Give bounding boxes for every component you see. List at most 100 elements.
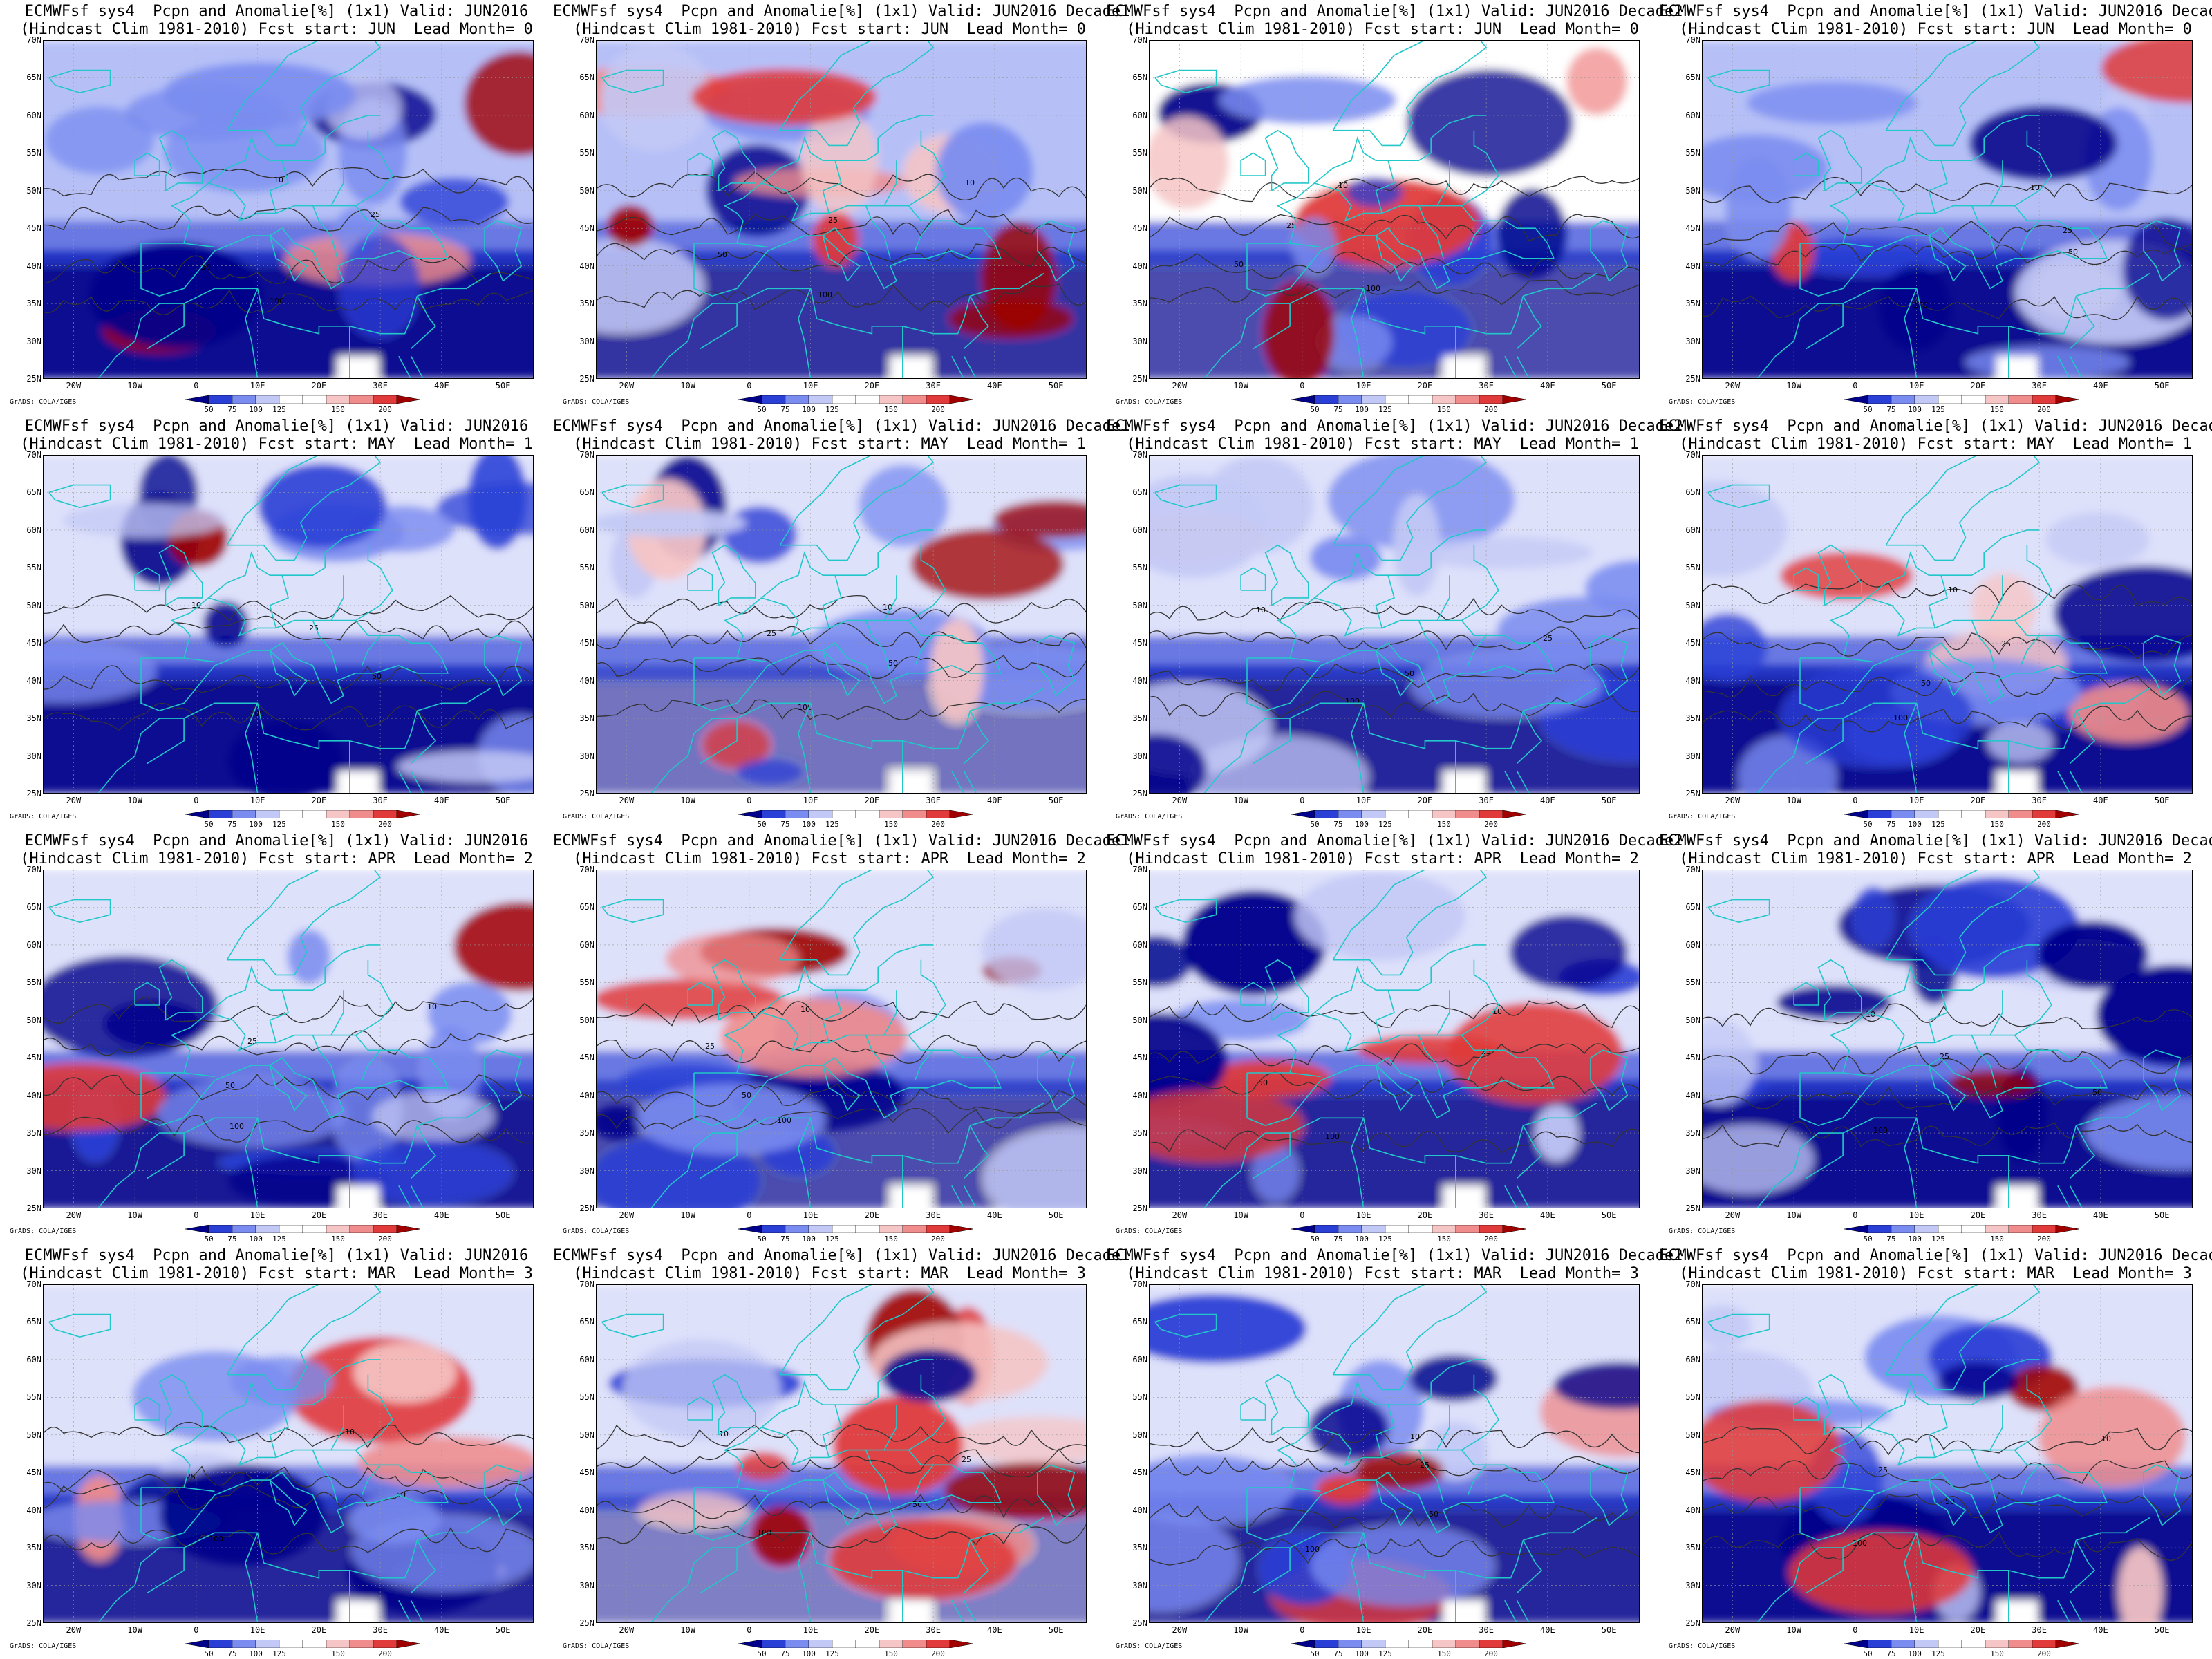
colorbar-swatch (1479, 395, 1503, 404)
coastline (48, 1313, 111, 1338)
map-panel: ECMWFsf sys4 Pcpn and Anomalie[%] (1x1) … (0, 0, 553, 415)
longitude-label: 50E (1048, 1210, 1064, 1220)
longitude-label: 30E (2032, 381, 2047, 391)
anomaly-region (1149, 116, 1229, 209)
latitude-label: 55N (579, 148, 594, 158)
coastline (1246, 1464, 1555, 1541)
coastline (1817, 959, 1862, 1021)
coastline (355, 1035, 381, 1051)
colorbar-tick-label: 150 (331, 1649, 345, 1658)
anomaly-region (1205, 1060, 1331, 1098)
colorbar-tick-label: 125 (825, 820, 839, 829)
contour-label: 50 (1405, 669, 1414, 678)
coastline (1904, 1117, 1918, 1208)
anomaly-region (1294, 872, 1466, 961)
anomaly-region (1411, 536, 1593, 569)
credit-label: GrADS: COLA/IGES (1116, 398, 1183, 406)
longitude-label: 50E (1601, 1625, 1617, 1635)
colorbar-swatch (1867, 395, 1892, 404)
latitude-label: 40N (1132, 1505, 1147, 1515)
latitude-label: 70N (579, 865, 594, 874)
anomaly-region (596, 239, 704, 333)
longitude-label: 10E (1356, 796, 1371, 805)
coastline (48, 69, 111, 94)
anomaly-region (1149, 1294, 1306, 1363)
latitude-label: 25N (26, 374, 41, 384)
colorbar-tick-label: 150 (331, 820, 345, 829)
latitude-label: 55N (579, 563, 594, 573)
latitude-label: 50N (1685, 1430, 1700, 1440)
map-frame (43, 870, 534, 1208)
longitude-label: 0 (1853, 1210, 1858, 1220)
contour-label: 100 (1305, 1545, 1320, 1554)
coastline (2143, 220, 2182, 282)
colorbar-tick-label: 75 (780, 820, 790, 829)
coastline (1806, 1548, 1844, 1594)
coastline (134, 152, 160, 176)
colorbar-tick-label: 100 (249, 820, 263, 829)
longitude-label: 10W (1786, 381, 1801, 391)
colorbar (1844, 395, 2079, 404)
colorbar-tick-label: 200 (378, 405, 392, 414)
colorbar-swatch (1502, 1640, 1526, 1648)
coastline (1290, 1487, 1321, 1492)
longitude-label: 0 (1853, 796, 1858, 805)
panel-title: ECMWFsf sys4 Pcpn and Anomalie[%] (1x1) … (1106, 832, 1683, 868)
anomaly-region (753, 1506, 810, 1566)
colorbar-swatch (832, 1640, 856, 1648)
anomaly-region (1443, 1600, 1485, 1623)
coastline (410, 355, 424, 379)
contour-label: 50 (2092, 1088, 2102, 1097)
coastline (1264, 544, 1309, 606)
latitude-label: 25N (579, 1618, 594, 1628)
coastline (761, 575, 897, 637)
anomaly-region (1965, 346, 2130, 379)
latitude-label: 45N (1685, 1468, 1700, 1478)
coastline (1461, 620, 1487, 637)
anomaly-shading: 100 50 25 10 (596, 1284, 1087, 1623)
panel-title-line1: ECMWFsf sys4 Pcpn and Anomalie[%] (1x1) … (553, 418, 1130, 435)
latitude-label: 30N (26, 751, 41, 761)
latitude-label: 50N (26, 1015, 41, 1025)
latitude-label: 40N (579, 1090, 594, 1100)
anomaly-region (453, 902, 534, 991)
colorbar-swatch (1455, 1225, 1480, 1233)
coastline (1418, 205, 1444, 259)
coastline (134, 1396, 160, 1421)
longitude-label: 30E (2032, 1210, 2047, 1220)
panel-title-line2: (Hindcast Clim 1981-2010) Fcst start: AP… (20, 850, 533, 868)
coastline (1793, 982, 1819, 1006)
longitude-label: 50E (2154, 381, 2170, 391)
colorbar-tick-label: 100 (1908, 820, 1922, 829)
longitude-label: 20W (1725, 796, 1741, 805)
coastline (693, 1464, 1002, 1541)
longitude-label: 20W (66, 796, 82, 805)
latitude-label: 35N (1132, 1543, 1147, 1553)
panel-title-line1: ECMWFsf sys4 Pcpn and Anomalie[%] (1x1) … (1106, 832, 1683, 850)
map-frame (43, 1284, 534, 1623)
contour-label: 10 (1410, 1432, 1420, 1441)
longitude-label: 40E (2093, 796, 2108, 805)
longitude-label: 40E (987, 796, 1002, 805)
colorbar-swatch (302, 1640, 327, 1648)
anomaly-region (1553, 1362, 1640, 1409)
coastline (1516, 1600, 1530, 1623)
colorbar-swatch (1385, 810, 1409, 818)
colorbar-swatch (832, 1225, 856, 1233)
coastline (1351, 702, 1365, 794)
map-panel: ECMWFsf sys4 Pcpn and Anomalie[%] (1x1) … (1659, 830, 2212, 1244)
coastline (1375, 574, 1395, 628)
colorbar-swatch (926, 395, 950, 404)
anomaly-region (2054, 565, 2193, 662)
latitude-label: 50N (579, 1015, 594, 1025)
contour-label: 100 (1893, 713, 1908, 722)
latitude-label: 45N (1132, 223, 1147, 234)
colorbar-swatch (279, 1225, 303, 1233)
latitude-label: 40N (26, 1505, 41, 1515)
coastline (1756, 702, 2077, 794)
coastline (2057, 355, 2071, 379)
colorbar-tick-label: 125 (272, 1235, 286, 1244)
coastline (1351, 1117, 1365, 1208)
